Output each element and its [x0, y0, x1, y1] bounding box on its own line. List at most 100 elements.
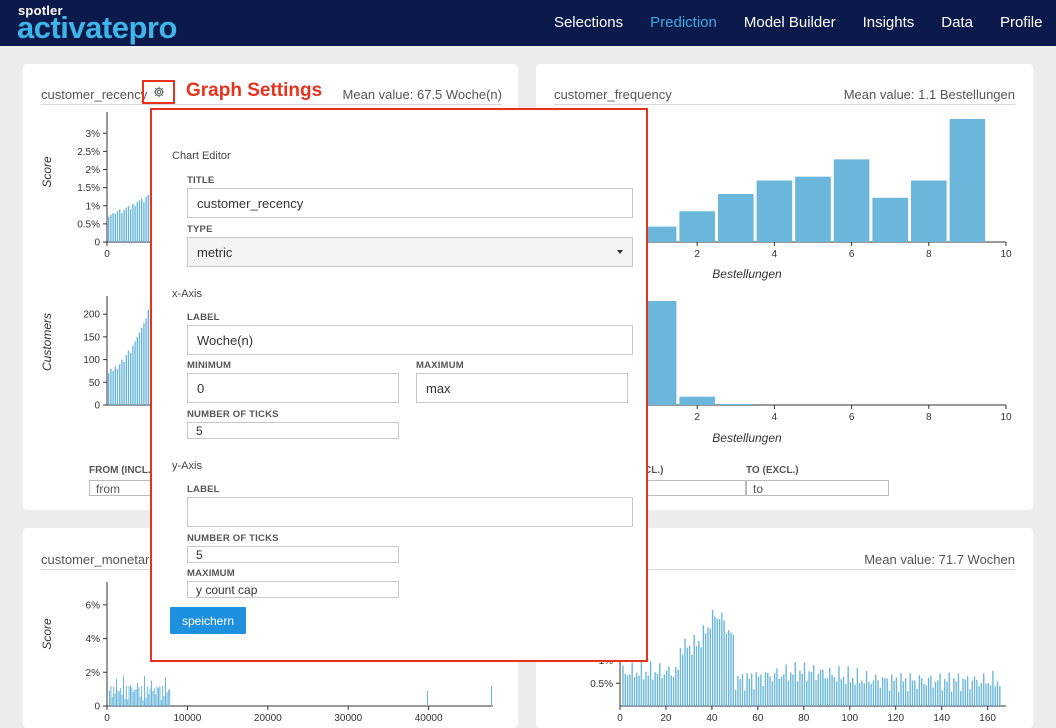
recency-score-x-tick: 0	[104, 249, 110, 260]
title-field-label: TITLE	[187, 175, 215, 186]
brand-logo[interactable]: activatepro	[17, 10, 177, 45]
lower-right-score-bar	[856, 667, 859, 706]
monetary-score-bar	[123, 676, 124, 706]
monetary-score-bar	[163, 696, 165, 706]
title-input[interactable]: customer_recency	[187, 188, 633, 218]
lower-right-score-bar	[858, 683, 861, 706]
y-axis-label-input[interactable]	[187, 497, 633, 527]
lower-right-score-bar	[946, 681, 948, 706]
lower-right-score-bar	[668, 666, 670, 706]
recency-customers-bar	[112, 370, 114, 405]
lower-right-score-bar	[826, 677, 829, 706]
x-maximum-input[interactable]: max	[416, 373, 628, 403]
x-axis-label-input[interactable]: Woche(n)	[187, 325, 633, 355]
lower-right-score-bar	[686, 647, 689, 706]
monetary-score-bar	[124, 698, 126, 706]
recency-customers-bar	[147, 309, 149, 405]
monetary-score-x-tick-label: 40000	[415, 713, 443, 724]
monetary-score-bar	[118, 691, 120, 706]
lower-right-score-bar	[810, 672, 813, 706]
x-ticks-input[interactable]: 5	[187, 422, 399, 439]
graph-settings-annotation: Graph Settings	[186, 80, 323, 101]
lower-right-score-bar	[992, 670, 994, 706]
frequency-from-label: CL.)	[644, 465, 664, 476]
frequency-customers-x-tick-label: 2	[694, 412, 700, 423]
frequency-customers-x-tick-label: 4	[772, 412, 778, 423]
lower-right-score-bar	[700, 647, 702, 706]
monetary-score-bar	[121, 694, 123, 706]
lower-right-score-bar	[723, 620, 725, 706]
frequency-score-bar	[911, 180, 947, 242]
lower-right-score-bar	[994, 686, 996, 706]
monetary-card-title: customer_monetar	[41, 552, 150, 567]
recency-score-bar	[123, 210, 125, 242]
lower-right-score-bar	[817, 673, 819, 706]
lower-right-score-bar	[698, 640, 700, 706]
recency-customers-y-tick-label: 200	[83, 310, 100, 321]
y-ticks-input[interactable]: 5	[187, 546, 399, 563]
lower-right-score-bar	[730, 632, 732, 706]
lower-right-score-bar	[746, 673, 748, 706]
lower-right-x-tick-label: 20	[660, 713, 672, 724]
nav-profile[interactable]: Profile	[999, 14, 1043, 31]
recency-customers-bar	[145, 318, 147, 405]
lower-right-score-bar	[670, 675, 672, 706]
lower-right-score-bar	[753, 689, 755, 706]
recency-score-bar	[143, 202, 145, 242]
lower-right-score-bar	[937, 680, 939, 706]
frequency-score-bar	[872, 197, 908, 242]
recency-score-bar	[121, 213, 123, 242]
type-select[interactable]: metric	[187, 237, 633, 267]
recency-score-y-tick-label: 2.5%	[77, 147, 100, 158]
lower-right-score-bar	[849, 682, 852, 706]
monetary-score-bar	[162, 686, 164, 706]
nav-selections[interactable]: Selections	[553, 14, 624, 31]
monetary-score-bar	[166, 692, 168, 706]
recency-customers-bar	[138, 332, 141, 405]
lower-right-score-bar	[633, 677, 636, 706]
lower-right-score-bar	[911, 680, 914, 706]
x-minimum-label: MINIMUM	[187, 360, 232, 371]
recency-score-bar	[125, 207, 127, 242]
save-button[interactable]: speichern	[170, 607, 246, 634]
lower-right-score-bar	[806, 681, 808, 706]
nav-model-builder[interactable]: Model Builder	[743, 14, 836, 31]
recency-customers-y-tick-label: 150	[83, 332, 100, 343]
lower-right-score-bar	[999, 685, 1001, 706]
monetary-score-bar	[144, 675, 145, 706]
lower-right-score-bar	[709, 628, 712, 706]
recency-score-bar	[116, 211, 119, 242]
lower-right-score-bar	[838, 666, 840, 706]
lower-right-score-bar	[852, 677, 854, 706]
x-minimum-input[interactable]: 0	[187, 373, 399, 403]
lower-right-score-bar	[750, 673, 753, 706]
x-ticks-label: NUMBER OF TICKS	[187, 409, 279, 420]
frequency-divider	[554, 104, 1015, 105]
lower-right-score-bar	[629, 674, 631, 706]
y-label-field-label: LABEL	[187, 484, 220, 495]
frequency-to-input[interactable]: to	[746, 480, 889, 496]
lower-right-score-bar	[734, 689, 737, 706]
lower-right-score-bar	[904, 678, 907, 706]
recency-customers-bar	[119, 364, 121, 405]
monetary-score-y-tick-label: 2%	[86, 668, 101, 679]
lower-right-score-bar	[875, 674, 877, 706]
lower-right-score-bar	[996, 681, 999, 706]
lower-right-score-bar	[725, 633, 728, 706]
frequency-customers-x-tick-label: 6	[849, 412, 855, 423]
lower-right-score-bar	[682, 654, 684, 706]
recency-score-bar	[110, 214, 112, 242]
nav-prediction[interactable]: Prediction	[650, 14, 717, 31]
nav-insights[interactable]: Insights	[862, 14, 915, 31]
y-maximum-input[interactable]: y count cap	[187, 581, 399, 598]
lower-right-score-bar	[960, 691, 962, 706]
nav-data[interactable]: Data	[941, 14, 973, 31]
frequency-from-input[interactable]	[636, 480, 746, 496]
recency-score-bar	[108, 216, 110, 242]
lower-right-score-bar	[659, 663, 661, 706]
recency-customers-y-tick-label: 100	[83, 355, 100, 366]
recency-customers-bar	[134, 341, 136, 405]
graph-settings-button[interactable]	[142, 80, 175, 104]
recency-from-input[interactable]: from	[89, 480, 159, 496]
recency-customers-y-tick-label: 0	[94, 401, 100, 412]
